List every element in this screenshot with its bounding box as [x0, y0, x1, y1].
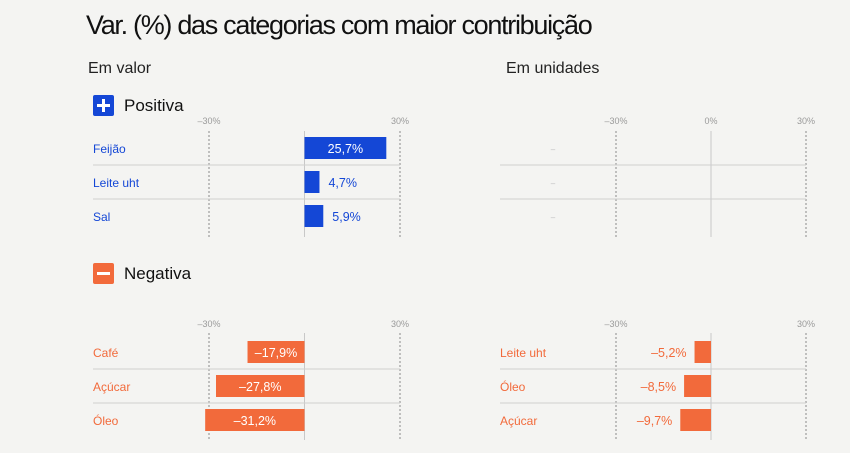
category-label: Açúcar [93, 380, 130, 394]
category-label: Óleo [500, 379, 526, 394]
tick-label: 30% [797, 116, 815, 126]
data-label: –9,7% [637, 414, 672, 428]
data-label: –31,2% [234, 414, 276, 428]
bar [694, 341, 711, 363]
bar [684, 375, 711, 397]
tick-label: 30% [391, 319, 409, 329]
section-positiva: Positiva [93, 95, 184, 116]
category-label: Leite uht [500, 346, 547, 360]
subtitle-em-unidades: Em unidades [506, 60, 600, 77]
minus-icon [93, 263, 114, 284]
bar [680, 409, 711, 431]
data-label: 5,9% [332, 210, 361, 224]
tick-label: 0% [704, 116, 717, 126]
category-label: Açúcar [500, 414, 537, 428]
tick-label: 30% [391, 116, 409, 126]
bar [247, 341, 305, 363]
tick-label: –30% [604, 319, 627, 329]
section-label-positiva: Positiva [124, 95, 184, 115]
tick-label: 30% [797, 319, 815, 329]
data-label: 25,7% [328, 142, 363, 156]
bar [205, 409, 305, 431]
subtitle-em-valor: Em valor [88, 60, 152, 77]
category-label: Leite uht [93, 176, 140, 190]
category-label: Feijão [93, 142, 126, 156]
category-label: Café [93, 346, 119, 360]
category-label: Sal [93, 210, 110, 224]
empty-value-dash: – [551, 179, 556, 188]
data-label: –8,5% [641, 380, 676, 394]
tick-label: –30% [197, 116, 220, 126]
empty-value-dash: – [551, 213, 556, 222]
bar [304, 205, 324, 227]
category-label: Óleo [93, 413, 119, 428]
bar [304, 171, 320, 193]
data-label: –27,8% [239, 380, 281, 394]
data-label: 4,7% [328, 176, 357, 190]
bar [304, 137, 387, 159]
bar [216, 375, 305, 397]
tick-label: –30% [197, 319, 220, 329]
section-negativa: Negativa [93, 263, 191, 284]
tick-label: –30% [604, 116, 627, 126]
section-label-negativa: Negativa [124, 263, 192, 283]
page-title: Var. (%) das categorias com maior contri… [86, 10, 593, 40]
data-label: –17,9% [255, 346, 297, 360]
data-label: –5,2% [651, 346, 686, 360]
empty-value-dash: – [551, 145, 556, 154]
plus-icon [93, 95, 114, 116]
